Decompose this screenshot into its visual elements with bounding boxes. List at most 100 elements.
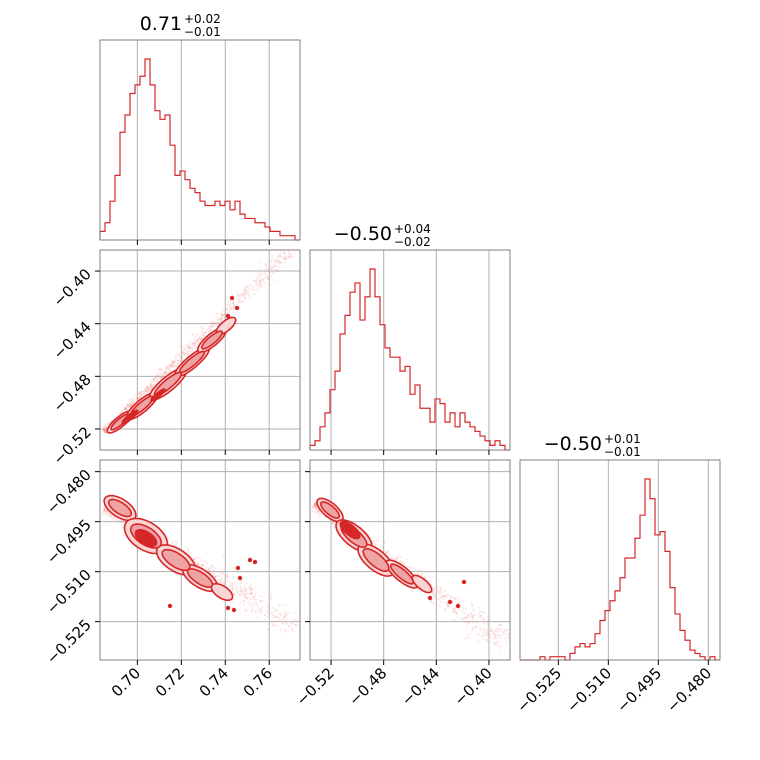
sample-point [455,598,458,601]
sample-point [125,408,128,411]
sample-point [313,505,316,508]
sample-point [269,596,272,599]
sample-point [253,595,256,598]
sample-point [183,353,187,356]
sample-point [231,583,234,586]
sample-point [463,616,466,619]
sample-point [386,551,389,554]
sample-point [445,596,448,599]
sample-point [125,407,128,410]
sample-point [230,307,233,310]
sample-point [471,628,474,631]
sample-point [495,628,498,631]
sample-point [283,252,286,255]
sample-point [102,428,106,431]
sample-point [160,368,163,371]
sample-point [478,626,481,630]
sample-point [263,613,267,617]
sample-point [230,581,233,584]
sample-point [193,557,196,561]
sample-point [163,370,166,373]
sample-point [243,589,246,592]
sample-point [153,379,156,382]
sample-point [228,309,231,312]
sample-point [215,312,218,315]
sample-point [448,604,451,607]
sample-point [137,397,140,400]
sample-point [313,503,316,507]
sample-point [162,373,165,376]
sample-point [267,605,270,608]
contour-island [229,295,235,301]
sample-point [254,609,257,613]
sample-point [211,324,214,327]
sample-point [447,605,450,609]
sample-point [471,616,474,619]
sample-point [272,606,275,610]
sample-point [314,502,317,505]
sample-point [314,504,317,507]
sample-point [273,258,276,261]
sample-point [246,596,249,599]
sample-point [269,593,273,596]
sample-point [214,575,217,579]
sample-point [191,349,194,352]
sample-point [176,352,179,356]
sample-point [165,371,168,374]
sample-point [103,507,106,511]
sample-point [467,621,470,624]
contour-mid [186,568,214,588]
sample-point [145,386,148,389]
sample-point [249,602,252,605]
sample-point [103,509,106,512]
sample-point [146,389,149,393]
sample-point [240,589,243,592]
sample-point [504,633,507,636]
sample-point [436,589,439,592]
sample-point [147,388,150,391]
sample-point [411,588,414,591]
sample-point [314,504,317,507]
sample-point [282,251,285,254]
sample-point [129,404,132,407]
sample-point [266,615,269,618]
sample-point [313,505,316,508]
sample-point [196,562,199,565]
sample-point [157,374,160,377]
sample-point [119,519,122,522]
sample-point [207,569,210,572]
sample-point [259,281,262,284]
sample-point [189,350,192,353]
sample-point [120,523,123,527]
sample-point [486,627,489,631]
sample-point [457,608,460,611]
sample-point [242,600,245,603]
sample-point [209,321,212,325]
sample-point [247,293,250,297]
sample-point [186,353,189,356]
sample-point [105,427,108,430]
sample-point [315,511,318,514]
sample-point [104,427,107,431]
sample-point [250,589,253,593]
sample-point [164,368,167,371]
sample-point [423,575,426,579]
sample-point [401,561,404,564]
sample-point [239,601,242,604]
sample-point [239,294,242,297]
sample-point [228,308,231,311]
sample-point [186,345,189,348]
sample-point [311,510,314,513]
sample-point [453,619,456,622]
sample-point [477,606,480,610]
sample-point [215,316,218,319]
sample-point [248,586,251,589]
sample-point [199,325,202,329]
sample-point [102,429,105,432]
sample-point [195,341,198,344]
sample-point [477,639,480,642]
sample-point [169,364,172,367]
sample-point [251,608,254,611]
x-tick-label: 0.74 [196,664,232,700]
sample-point [250,587,253,591]
